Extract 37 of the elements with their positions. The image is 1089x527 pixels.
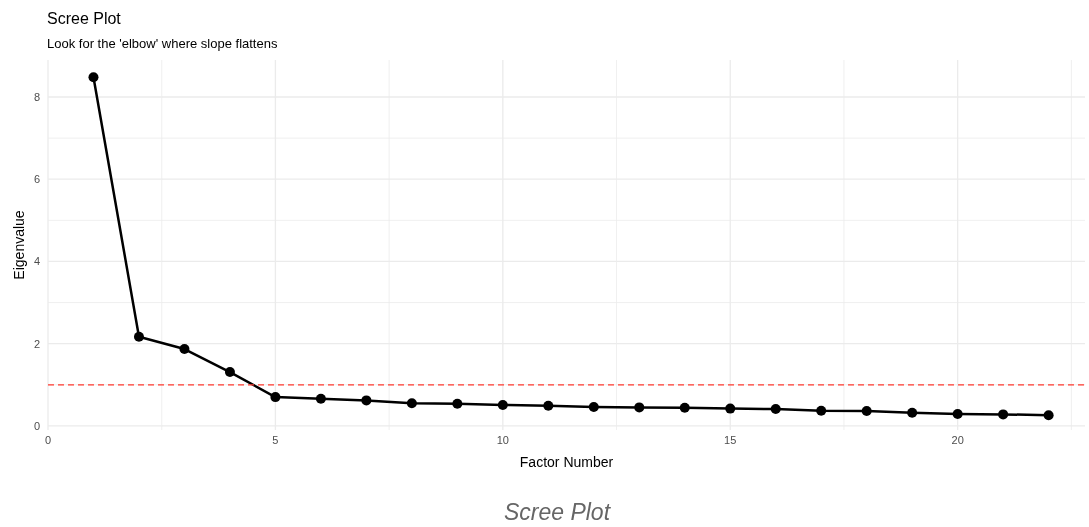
x-tick-label: 0 <box>44 434 52 446</box>
text: Scree Plot <box>503 499 612 525</box>
point <box>679 402 690 413</box>
point <box>952 408 963 419</box>
point <box>497 399 508 410</box>
chart-subtitle: Look for the 'elbow' where slope flattens <box>47 36 278 51</box>
x-tick-label: 10 <box>496 434 509 446</box>
point <box>816 405 827 416</box>
y-tick-label: 4 <box>33 255 40 268</box>
point <box>770 404 781 415</box>
point <box>588 401 599 412</box>
x-tick-label: 5 <box>272 434 279 446</box>
point <box>270 392 281 403</box>
chart-title: Scree Plot <box>47 10 122 27</box>
point <box>634 402 645 413</box>
point <box>725 403 736 414</box>
point <box>179 344 190 355</box>
point <box>361 395 372 406</box>
x-tick-label: 15 <box>724 434 737 446</box>
x-axis-title: Factor Number <box>519 454 614 470</box>
y-tick-label: 6 <box>33 173 40 186</box>
point <box>543 400 554 411</box>
point <box>224 367 235 378</box>
point <box>998 409 1009 420</box>
point <box>907 407 918 418</box>
point <box>406 398 417 409</box>
point <box>315 393 326 404</box>
point <box>861 406 872 417</box>
point <box>88 72 99 83</box>
point <box>1043 410 1054 421</box>
y-tick-label: 0 <box>33 419 40 432</box>
y-axis-title: Eigenvalue <box>11 210 27 280</box>
x-tick-label: 20 <box>951 434 964 446</box>
y-tick-label: 8 <box>33 90 40 103</box>
point <box>133 331 144 342</box>
point <box>452 398 463 409</box>
y-tick-label: 2 <box>33 337 40 350</box>
